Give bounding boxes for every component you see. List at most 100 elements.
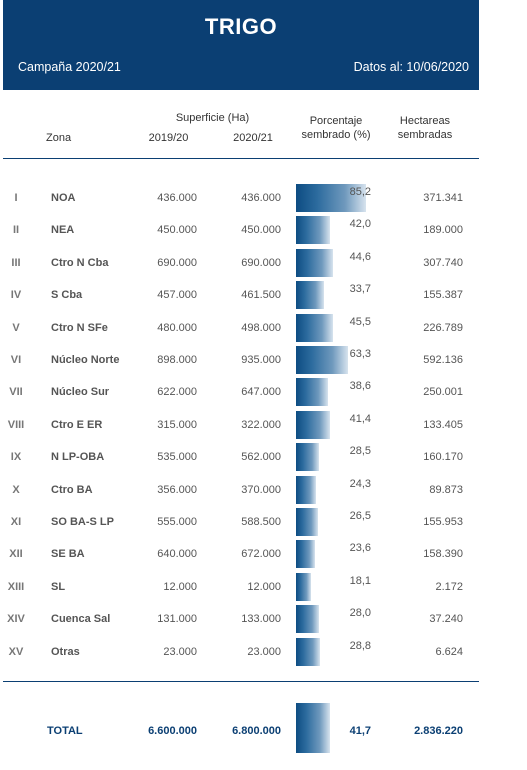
table-row: XIV Cuenca Sal 131.000 133.000 28,0 37.240 [0, 603, 480, 635]
pct-value: 28,8 [349, 639, 371, 652]
sup-2020-value: 562.000 [241, 451, 281, 464]
zone-number: IX [10, 451, 22, 464]
sup-2020-value: 23.000 [247, 645, 281, 658]
zone-name: NEA [51, 224, 75, 237]
sup-2020-value: 647.000 [241, 386, 281, 399]
pct-header-line1: Porcentaje [309, 115, 363, 127]
zone-number: VII [9, 386, 23, 399]
table-row: III Ctro N Cba 690.000 690.000 44,6 307.740 [0, 247, 480, 279]
pct-value: 18,1 [349, 574, 371, 587]
pct-bar [296, 410, 330, 439]
sup-2020-value: 690.000 [241, 256, 281, 269]
zone-name: SE BA [51, 548, 85, 561]
sup-2019-value: 457.000 [157, 289, 197, 302]
zona-header: Zona [46, 132, 72, 144]
table-row: IX N LP-OBA 535.000 562.000 28,5 160.170 [0, 441, 480, 473]
total-pct: 41,7 [349, 725, 371, 737]
sup-2019-value: 622.000 [157, 386, 197, 399]
pct-value: 44,6 [349, 250, 371, 263]
table-row: XV Otras 23.000 23.000 28,8 6.624 [0, 636, 480, 668]
pct-bar [296, 313, 334, 342]
table-row: XII SE BA 640.000 672.000 23,6 158.390 [0, 538, 480, 570]
zone-name: Otras [51, 645, 80, 658]
total-divider [3, 681, 479, 682]
sup-2019-value: 23.000 [163, 645, 197, 658]
pct-value: 24,3 [349, 477, 371, 490]
table-row: XI SO BA-S LP 555.000 588.500 26,5 155.953 [0, 506, 480, 538]
total-row: TOTAL 6.600.000 6.800.000 41,7 2.836.220 [0, 703, 480, 753]
zone-number: XII [9, 548, 23, 561]
zone-name: Cuenca Sal [51, 613, 111, 626]
pct-value: 63,3 [349, 348, 371, 360]
zone-name: Núcleo Sur [51, 386, 110, 399]
table-row: IV S Cba 457.000 461.500 33,7 155.387 [0, 279, 480, 311]
pct-value: 38,6 [349, 380, 371, 393]
hect-header-line1: Hectareas [399, 115, 451, 127]
sup-2020-value: 370.000 [241, 483, 281, 496]
sup-2019-value: 480.000 [157, 321, 197, 334]
hect-value: 89.873 [429, 483, 463, 496]
year-2020-header: 2020/21 [233, 132, 273, 144]
zone-name: Ctro N SFe [51, 321, 108, 334]
pct-header: Porcentaje sembrado (%) [296, 114, 376, 142]
table-row: V Ctro N SFe 480.000 498.000 45,5 226.789 [0, 312, 480, 344]
sup-2019-value: 131.000 [157, 613, 197, 626]
zone-number: V [12, 321, 20, 334]
hect-value: 189.000 [423, 224, 463, 237]
zone-number: VIII [7, 418, 25, 431]
zone-name: Núcleo Norte [51, 354, 120, 366]
zone-name: S Cba [51, 289, 83, 302]
pct-value: 33,7 [349, 283, 371, 296]
hect-value: 250.001 [423, 386, 463, 399]
sup-2020-value: 588.500 [241, 516, 281, 528]
hect-value: 133.405 [423, 418, 463, 431]
zone-number: X [12, 483, 20, 496]
zone-number: III [11, 256, 21, 269]
pct-value: 85,2 [349, 186, 371, 198]
pct-bar [296, 475, 316, 504]
zone-number: XV [8, 645, 24, 658]
sup-2020-value: 12.000 [247, 580, 281, 593]
sup-2020-value: 450.000 [241, 224, 281, 237]
hect-value: 158.390 [423, 548, 463, 561]
sup-2019-value: 315.000 [157, 418, 197, 431]
sup-2020-value: 672.000 [241, 548, 281, 561]
sup-2019-value: 450.000 [157, 224, 197, 237]
zone-name: SO BA-S LP [51, 516, 114, 528]
sup-2019-value: 356.000 [157, 483, 197, 496]
hect-value: 155.953 [423, 516, 463, 528]
sup-2019-value: 12.000 [163, 580, 197, 593]
sup-2020-value: 498.000 [241, 321, 281, 334]
pct-bar [296, 508, 318, 536]
page-title: TRIGO [204, 14, 278, 39]
sup-2019-value: 436.000 [157, 192, 197, 204]
sup-2019-value: 898.000 [157, 354, 197, 366]
pct-value: 26,5 [349, 510, 371, 522]
total-sup-2019: 6.600.000 [148, 725, 197, 737]
header-banner: TRIGO Campaña 2020/21 Datos al: 10/06/20… [3, 0, 479, 90]
header-divider [3, 158, 479, 159]
sup-2020-value: 461.500 [241, 289, 281, 302]
hect-value: 6.624 [435, 645, 463, 658]
pct-bar [296, 605, 319, 634]
pct-bar [296, 248, 333, 277]
pct-value: 45,5 [349, 315, 371, 328]
zone-number: XIII [7, 580, 25, 593]
zone-name: SL [51, 580, 66, 593]
pct-value: 28,5 [349, 445, 371, 458]
hect-value: 155.387 [423, 289, 463, 302]
total-sup-2020: 6.800.000 [232, 725, 281, 737]
table-row: I NOA 436.000 436.000 85,2 371.341 [0, 182, 480, 214]
sup-2020-value: 935.000 [241, 354, 281, 366]
data-date-label: Datos al: 10/06/2020 [353, 60, 469, 74]
hect-value: 592.136 [423, 354, 463, 366]
zone-name: NOA [51, 192, 76, 204]
zone-number: IV [10, 289, 22, 302]
hect-value: 37.240 [429, 613, 463, 626]
hect-value: 307.740 [423, 256, 463, 269]
sup-2020-value: 133.000 [241, 613, 281, 626]
pct-value: 23,6 [349, 542, 371, 555]
zone-name: Ctro E ER [51, 418, 103, 431]
zone-number: II [12, 224, 20, 237]
pct-value: 41,4 [349, 412, 371, 425]
